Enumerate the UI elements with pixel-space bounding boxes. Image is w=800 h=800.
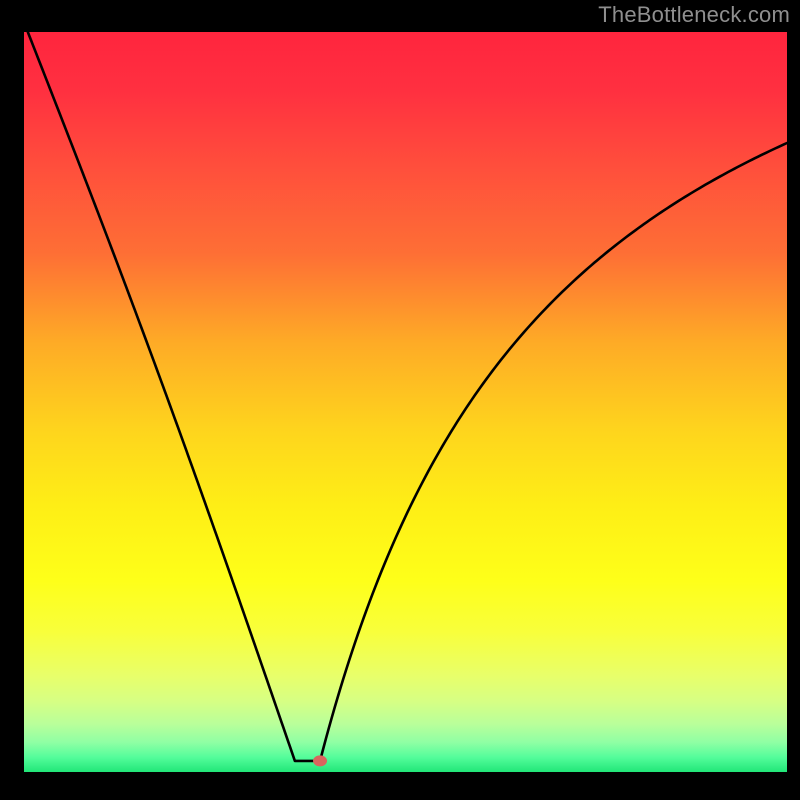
watermark-label: TheBottleneck.com: [598, 2, 790, 28]
chart-frame: TheBottleneck.com: [0, 0, 800, 800]
optimum-marker: [313, 755, 327, 766]
plot-background: [24, 32, 787, 772]
bottleneck-chart: [0, 0, 800, 800]
